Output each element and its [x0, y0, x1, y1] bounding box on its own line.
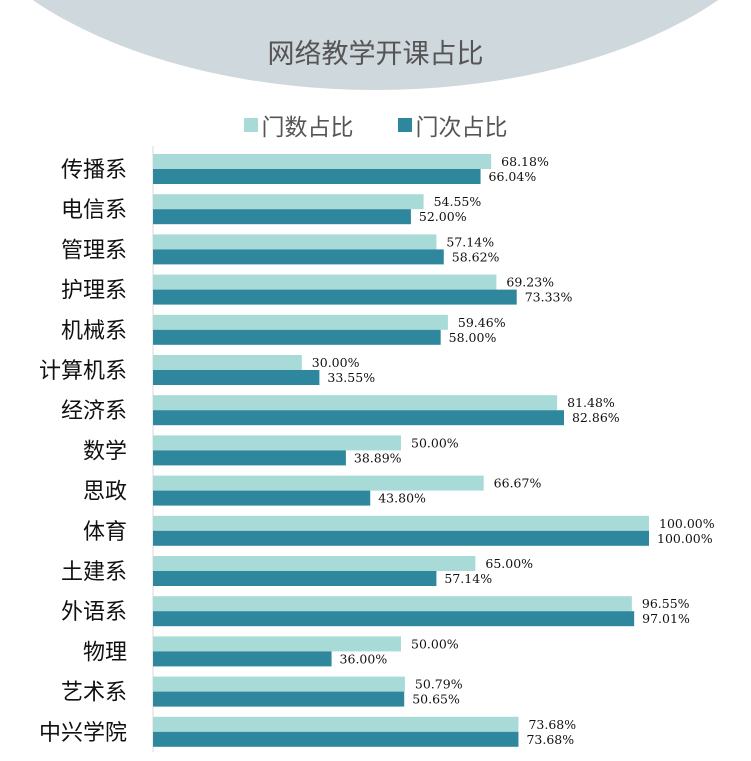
data-label: 69.23% — [506, 275, 554, 290]
bar — [153, 194, 424, 210]
bar — [153, 571, 437, 586]
data-label: 38.89% — [354, 450, 402, 465]
data-label: 58.00% — [449, 330, 497, 345]
category-label: 计算机系 — [39, 359, 127, 384]
category-label: 管理系 — [61, 238, 127, 263]
chart-title: 网络教学开课占比 — [267, 39, 484, 70]
bar — [153, 370, 320, 385]
bar — [153, 475, 484, 491]
category-label: 经济系 — [61, 399, 127, 424]
data-label: 50.00% — [411, 636, 459, 651]
category-label: 外语系 — [61, 600, 127, 625]
legend-item-men-shu: 门数占比 — [243, 108, 354, 142]
bar — [153, 515, 649, 531]
bar — [153, 154, 492, 169]
legend: 门数占比 门次占比 — [0, 108, 751, 142]
category-label: 中兴学院 — [39, 721, 127, 746]
data-label: 97.01% — [642, 611, 690, 626]
bar — [153, 716, 519, 732]
data-label: 50.65% — [412, 692, 460, 707]
legend-label: 门次占比 — [415, 115, 508, 141]
category-label: 艺术系 — [61, 681, 127, 706]
bar — [153, 691, 405, 707]
category-label: 传播系 — [61, 158, 127, 183]
category-label: 电信系 — [61, 198, 127, 223]
data-label: 73.68% — [528, 717, 576, 732]
data-label: 68.18% — [501, 154, 549, 169]
legend-label: 门数占比 — [261, 115, 354, 141]
category-label: 机械系 — [61, 319, 127, 344]
data-label: 54.55% — [434, 194, 482, 209]
legend-swatch — [397, 118, 412, 132]
data-label: 33.55% — [327, 370, 375, 385]
data-label: 58.62% — [452, 249, 500, 264]
data-label: 73.68% — [526, 732, 574, 747]
data-label: 59.46% — [458, 315, 506, 330]
legend-swatch — [243, 118, 258, 132]
data-label: 50.79% — [415, 677, 463, 692]
bar — [153, 435, 401, 451]
bar — [153, 169, 481, 184]
bar — [153, 450, 346, 466]
category-label: 土建系 — [61, 560, 127, 585]
data-label: 100.00% — [657, 531, 713, 546]
bar — [153, 234, 437, 250]
category-label: 数学 — [83, 439, 127, 464]
bar — [153, 355, 302, 370]
data-label: 96.55% — [642, 596, 690, 611]
data-label: 50.00% — [411, 435, 459, 450]
bar — [153, 731, 519, 747]
bar — [153, 636, 401, 652]
bar — [153, 274, 497, 290]
data-label: 65.00% — [485, 556, 533, 571]
data-label: 30.00% — [312, 355, 360, 370]
bar — [153, 490, 371, 506]
bar — [153, 410, 564, 426]
category-label: 护理系 — [61, 279, 127, 304]
data-label: 36.00% — [340, 651, 388, 666]
bar — [153, 611, 635, 627]
bar — [153, 289, 517, 305]
data-label: 57.14% — [446, 234, 494, 249]
data-label: 82.86% — [572, 410, 620, 425]
bar — [153, 249, 444, 265]
category-label: 物理 — [83, 640, 127, 665]
bar — [153, 329, 441, 345]
data-label: 73.33% — [525, 290, 573, 305]
bar — [153, 556, 476, 571]
bar — [153, 530, 649, 546]
data-label: 66.04% — [489, 169, 537, 184]
data-label: 43.80% — [378, 491, 426, 506]
bar — [153, 676, 405, 692]
bar — [153, 596, 632, 612]
data-label: 81.48% — [567, 395, 615, 410]
bar — [153, 209, 411, 225]
bar — [153, 395, 558, 411]
category-label: 思政 — [83, 480, 127, 505]
legend-item-men-ci: 门次占比 — [397, 108, 508, 142]
category-label: 体育 — [83, 520, 127, 545]
data-label: 52.00% — [419, 209, 467, 224]
bar — [153, 651, 332, 667]
data-label: 66.67% — [494, 476, 542, 491]
bar — [153, 314, 448, 330]
data-label: 100.00% — [659, 516, 715, 531]
data-label: 57.14% — [444, 571, 492, 586]
